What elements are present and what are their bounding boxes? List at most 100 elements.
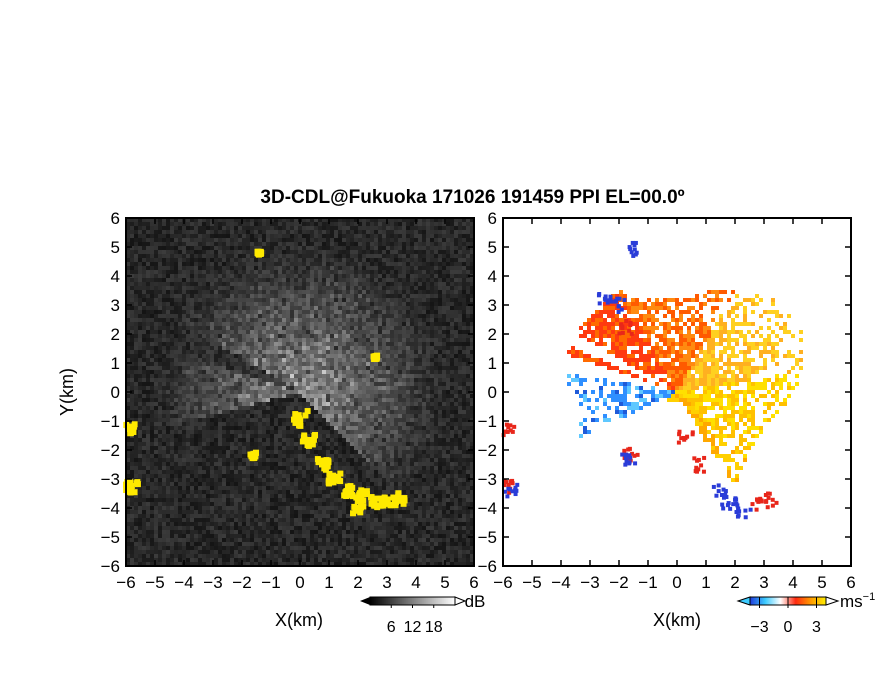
snr-cell xyxy=(234,414,238,418)
snr-cell xyxy=(214,370,218,374)
snr-cell xyxy=(146,246,150,250)
snr-cell xyxy=(450,314,454,318)
snr-cell xyxy=(366,306,370,310)
snr-cell xyxy=(226,242,230,246)
snr-cell xyxy=(366,434,370,438)
snr-cell xyxy=(394,294,398,298)
snr-cell xyxy=(410,426,414,430)
snr-cell xyxy=(294,370,298,374)
snr-cell xyxy=(146,242,150,246)
snr-cell xyxy=(362,218,366,222)
snr-cell xyxy=(462,342,466,346)
snr-cell xyxy=(470,298,474,302)
snr-cell xyxy=(258,322,262,326)
snr-cell xyxy=(342,402,346,406)
snr-cell xyxy=(226,306,230,310)
snr-cell xyxy=(334,398,338,402)
snr-cell xyxy=(182,246,186,250)
snr-cell xyxy=(462,282,466,286)
snr-cell xyxy=(278,226,282,230)
snr-cell xyxy=(294,242,298,246)
snr-cell xyxy=(446,346,450,350)
snr-cell xyxy=(178,370,182,374)
snr-cell xyxy=(146,222,150,226)
snr-cell xyxy=(442,234,446,238)
snr-cell xyxy=(426,270,430,274)
snr-cell xyxy=(158,290,162,294)
snr-cell xyxy=(194,438,198,442)
snr-cell xyxy=(178,446,182,450)
snr-cell xyxy=(338,346,342,350)
snr-cell xyxy=(346,226,350,230)
snr-cell xyxy=(210,346,214,350)
snr-cell xyxy=(134,342,138,346)
snr-cell xyxy=(266,366,270,370)
snr-cell xyxy=(470,402,474,406)
snr-cell xyxy=(334,318,338,322)
snr-cell xyxy=(214,246,218,250)
snr-cell xyxy=(338,386,342,390)
snr-cell xyxy=(174,434,178,438)
snr-cell xyxy=(186,254,190,258)
snr-cell xyxy=(302,230,306,234)
snr-cell xyxy=(406,422,410,426)
snr-cell xyxy=(378,362,382,366)
snr-cell xyxy=(194,362,198,366)
snr-cell xyxy=(302,238,306,242)
snr-cell xyxy=(342,342,346,346)
snr-cell xyxy=(466,402,470,406)
snr-cell xyxy=(158,230,162,234)
snr-cell xyxy=(310,346,314,350)
snr-cell xyxy=(402,226,406,230)
snr-cell xyxy=(358,406,362,410)
snr-cell xyxy=(222,354,226,358)
snr-cell xyxy=(374,386,378,390)
snr-cell xyxy=(438,298,442,302)
snr-cell xyxy=(174,390,178,394)
snr-cell xyxy=(310,366,314,370)
snr-cell xyxy=(126,386,130,390)
snr-cell xyxy=(326,218,330,222)
snr-cell xyxy=(198,406,202,410)
snr-cell xyxy=(406,242,410,246)
snr-cell xyxy=(406,330,410,334)
snr-cell xyxy=(234,246,238,250)
snr-cell xyxy=(130,322,134,326)
snr-cell xyxy=(326,294,330,298)
snr-cell xyxy=(406,390,410,394)
snr-cell xyxy=(458,414,462,418)
snr-cell xyxy=(434,338,438,342)
snr-cell xyxy=(358,442,362,446)
snr-cell xyxy=(442,362,446,366)
snr-cell xyxy=(270,386,274,390)
snr-cell xyxy=(238,426,242,430)
snr-cell xyxy=(362,398,366,402)
snr-cell xyxy=(346,406,350,410)
snr-cell xyxy=(142,262,146,266)
snr-cell xyxy=(126,358,130,362)
snr-cell xyxy=(426,274,430,278)
snr-cell xyxy=(170,446,174,450)
snr-cell xyxy=(278,274,282,278)
snr-cell xyxy=(354,246,358,250)
snr-cell xyxy=(278,250,282,254)
snr-cell xyxy=(382,314,386,318)
snr-cell xyxy=(226,434,230,438)
snr-cell xyxy=(314,254,318,258)
snr-cell xyxy=(254,418,258,422)
snr-cell xyxy=(362,390,366,394)
snr-cell xyxy=(442,382,446,386)
snr-cell xyxy=(162,286,166,290)
snr-cell xyxy=(406,354,410,358)
snr-cell xyxy=(458,278,462,282)
snr-cell xyxy=(470,302,474,306)
snr-cell xyxy=(346,394,350,398)
snr-cell xyxy=(350,438,354,442)
snr-cell xyxy=(378,274,382,278)
snr-cell xyxy=(230,266,234,270)
snr-cell xyxy=(350,374,354,378)
snr-cell xyxy=(182,290,186,294)
snr-cell xyxy=(194,398,198,402)
snr-cell xyxy=(126,446,130,450)
snr-cell xyxy=(250,274,254,278)
